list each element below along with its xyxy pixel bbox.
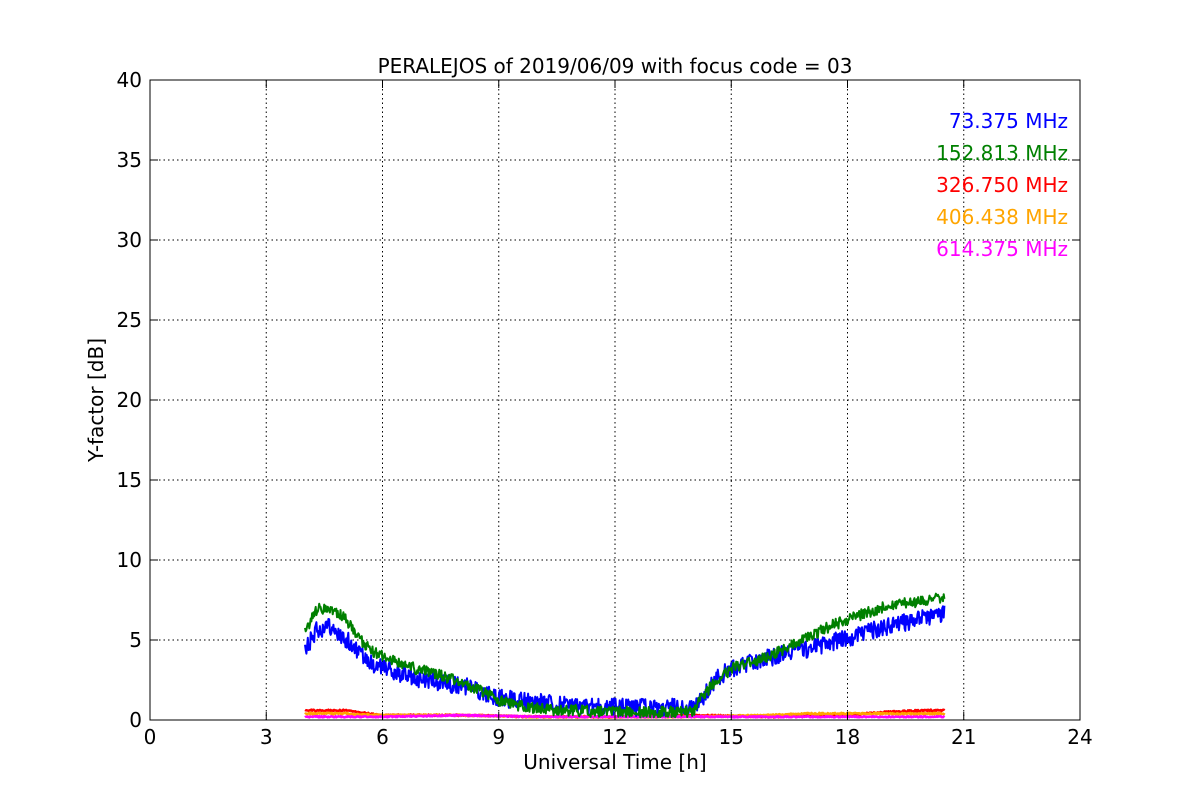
x-tick-label: 0 [144,725,157,749]
grid [150,80,1080,720]
legend-entry: 406.438 MHz [936,205,1068,229]
y-tick-label: 0 [129,708,142,732]
axis-ticks: 0 3 6 9 12 15 18 21 24 0 5 10 15 20 25 30 35 40 [117,68,1093,749]
y-tick-label: 35 [117,148,142,172]
y-tick-label: 15 [117,468,142,492]
legend-entry: 326.750 MHz [936,173,1068,197]
legend-entry: 614.375 MHz [936,237,1068,261]
x-axis-label: Universal Time [h] [523,750,706,774]
series-group [304,592,946,719]
series-line [304,713,946,719]
x-tick-label: 12 [602,725,627,749]
legend-entry: 152.813 MHz [936,141,1068,165]
legend: 73.375 MHz 152.813 MHz 326.750 MHz 406.438 … [936,109,1068,261]
x-tick-label: 18 [835,725,860,749]
x-tick-label: 15 [719,725,744,749]
x-tick-label: 21 [951,725,976,749]
y-tick-label: 30 [117,228,142,252]
x-tick-label: 6 [376,725,389,749]
y-tick-label: 25 [117,308,142,332]
x-tick-label: 9 [492,725,505,749]
y-axis-label: Y-factor [dB] [84,338,108,463]
y-tick-label: 5 [129,628,142,652]
chart-title: PERALEJOS of 2019/06/09 with focus code … [378,54,853,78]
series-line [304,605,946,717]
y-tick-label: 40 [117,68,142,92]
legend-entry: 73.375 MHz [949,109,1068,133]
x-tick-label: 24 [1067,725,1092,749]
y-tick-label: 10 [117,548,142,572]
y-tick-label: 20 [117,388,142,412]
x-tick-label: 3 [260,725,273,749]
series-line [304,592,946,719]
